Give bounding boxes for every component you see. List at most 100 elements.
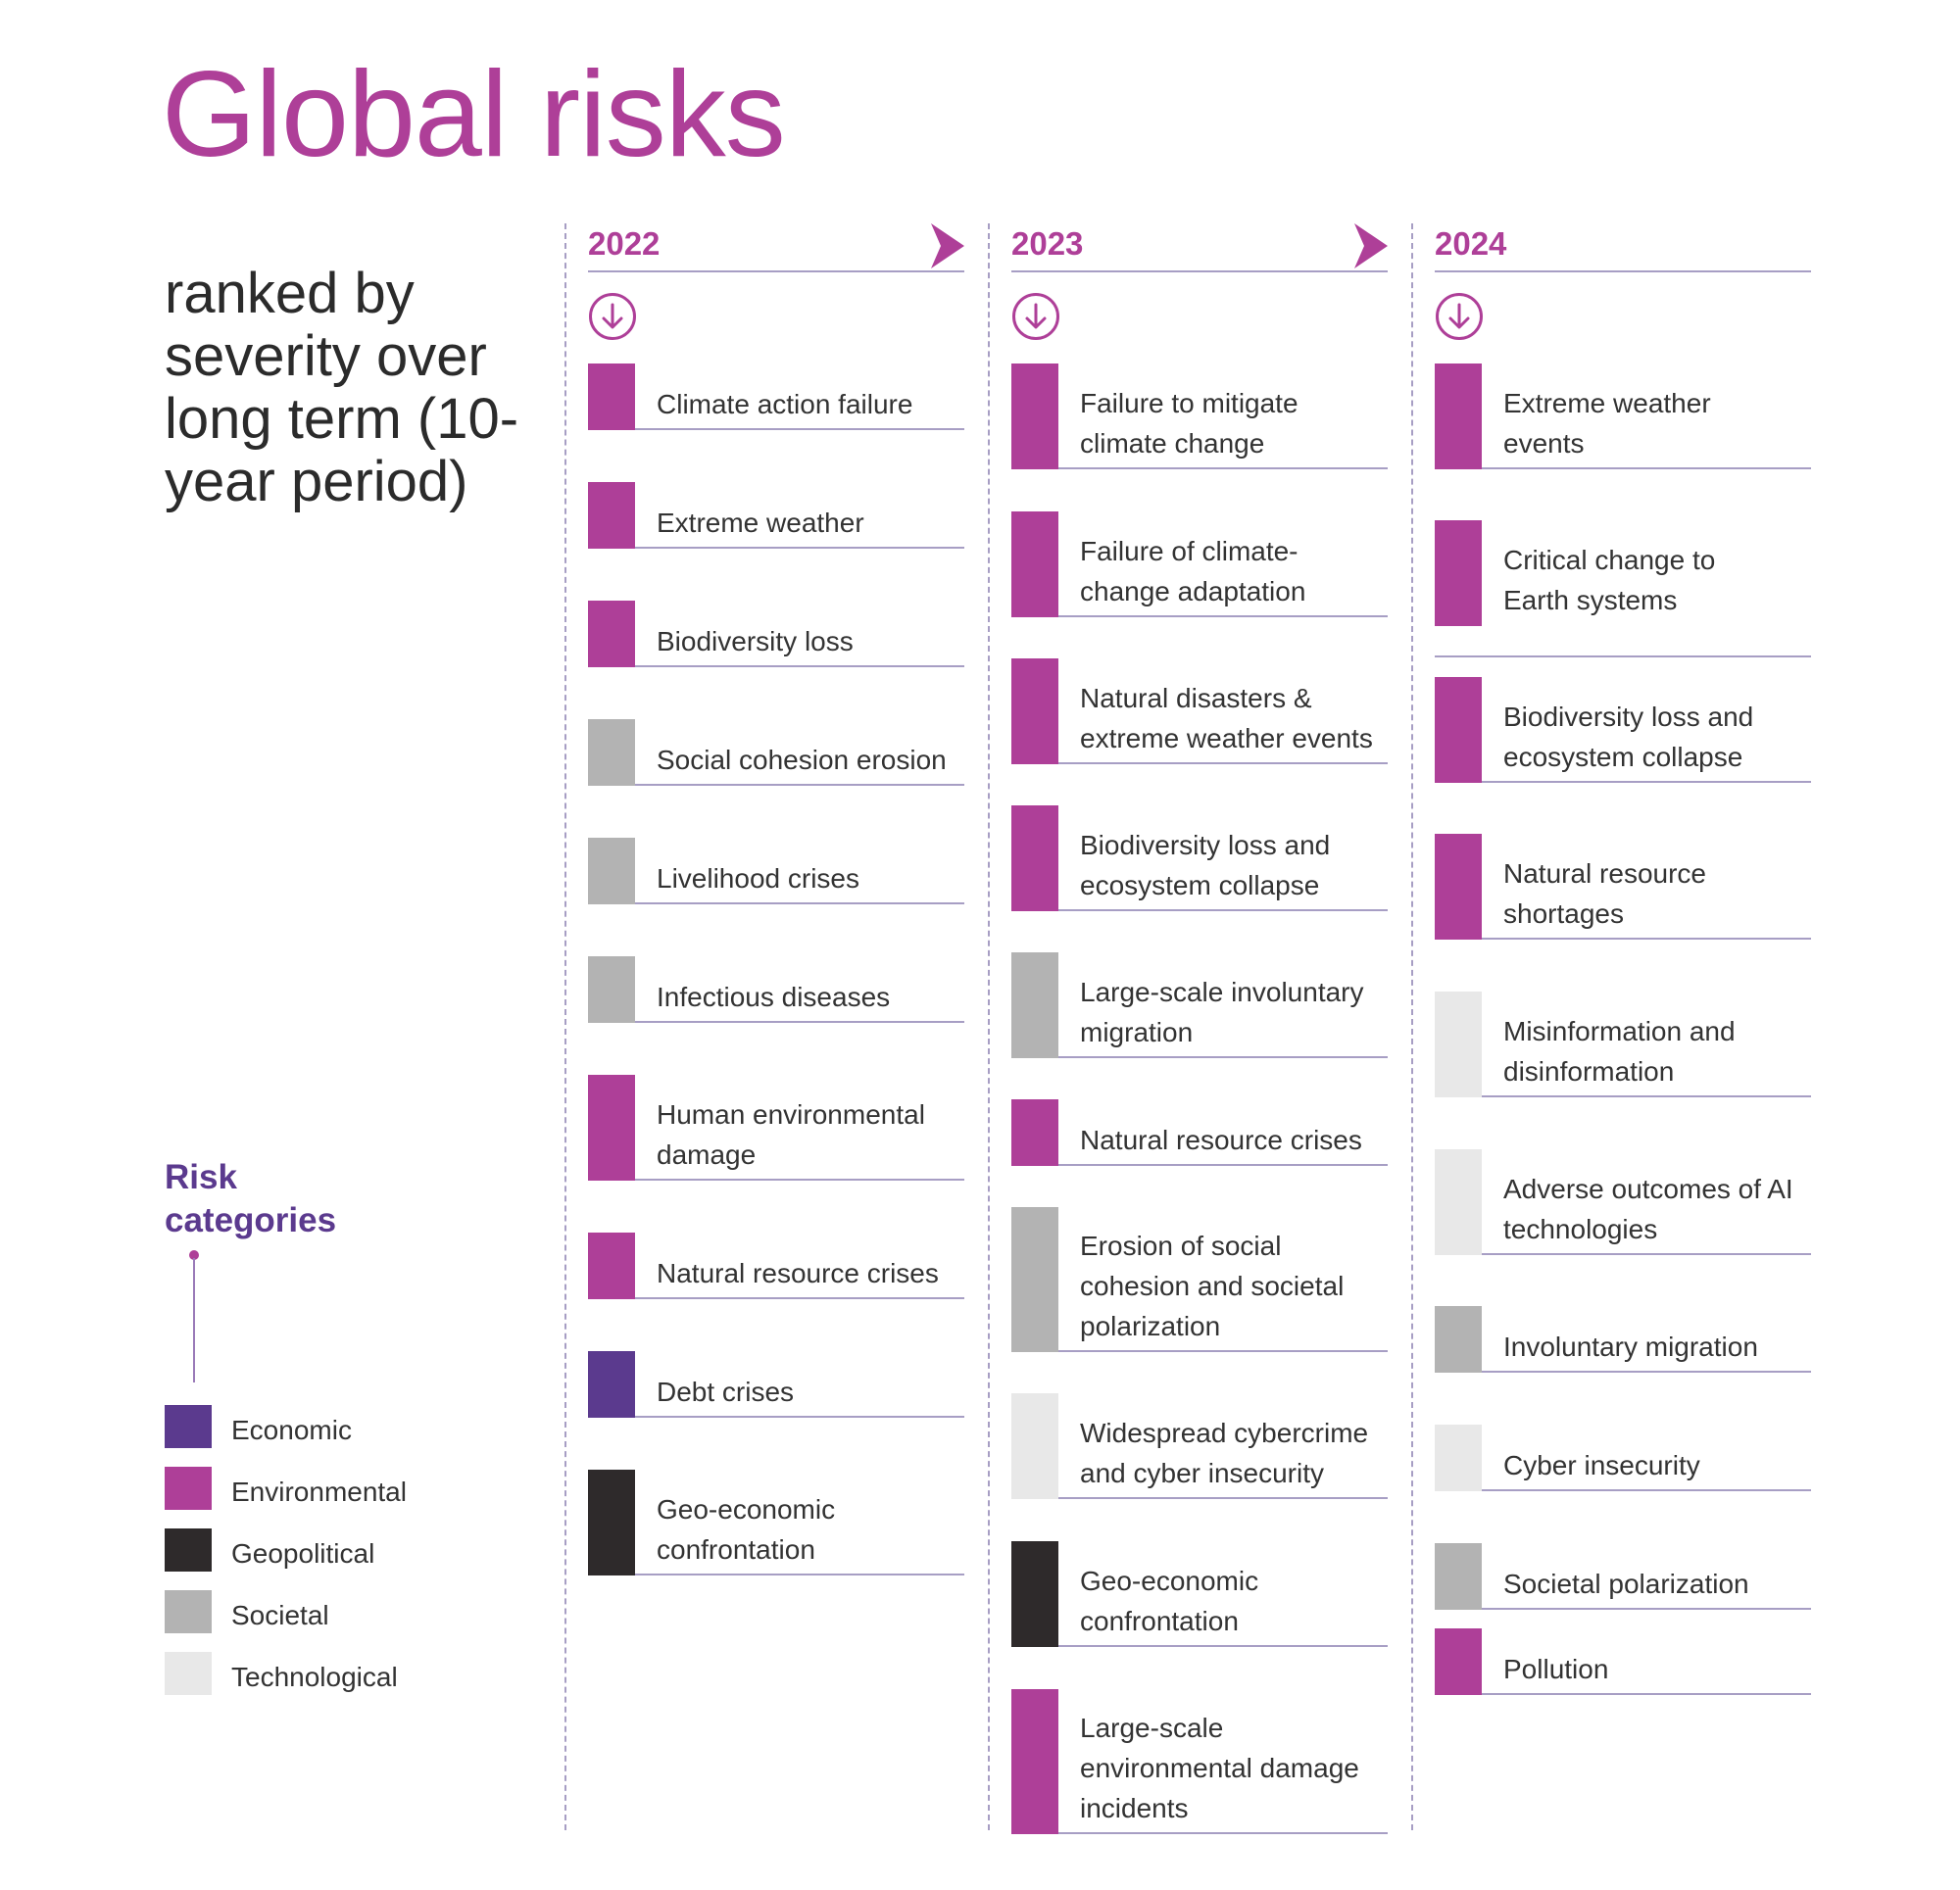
page-title: Global risks — [162, 47, 786, 182]
risk-label: Adverse outcomes of AI technologies — [1503, 1174, 1793, 1244]
column-divider — [988, 223, 990, 1830]
risk-label: Pollution — [1503, 1654, 1609, 1684]
risk-item: Failure of climate-change adaptation — [1011, 511, 1388, 617]
legend-swatch — [165, 1467, 212, 1510]
risk-item: Involuntary migration — [1435, 1306, 1811, 1373]
risk-label: Large-scale environmental damage inciden… — [1080, 1713, 1359, 1823]
risk-label: Erosion of social cohesion and societal … — [1080, 1231, 1345, 1341]
risk-label: Failure of climate-change adaptation — [1080, 536, 1306, 606]
legend-swatch — [165, 1652, 212, 1695]
risk-item: Failure to mitigate climate change — [1011, 363, 1388, 469]
legend-label: Societal — [231, 1600, 329, 1630]
risk-item: Adverse outcomes of AI technologies — [1435, 1149, 1811, 1255]
item-underline — [635, 1297, 964, 1299]
risk-item: Biodiversity loss — [588, 601, 964, 667]
legend-label: Technological — [231, 1662, 398, 1692]
item-underline — [1058, 762, 1388, 764]
risk-label: Livelihood crises — [657, 863, 859, 894]
risk-item: Erosion of social cohesion and societal … — [1011, 1207, 1388, 1352]
category-swatch — [588, 1351, 635, 1418]
risk-item: Livelihood crises — [588, 838, 964, 904]
risk-item: Pollution — [1435, 1628, 1811, 1695]
item-underline — [635, 902, 964, 904]
risk-label: Misinformation and disinformation — [1503, 1016, 1736, 1087]
risk-item: Natural resource shortages — [1435, 834, 1811, 940]
item-underline — [1058, 1350, 1388, 1352]
risk-label: Critical change to Earth systems — [1503, 545, 1716, 615]
legend-label: Geopolitical — [231, 1538, 375, 1569]
header-line — [588, 270, 964, 272]
item-underline — [635, 665, 964, 667]
legend-label: Economic — [231, 1415, 352, 1445]
year-label: 2022 — [588, 225, 661, 262]
risk-item: Extreme weather events — [1435, 363, 1811, 469]
category-swatch — [588, 838, 635, 904]
risk-label: Natural resource crises — [657, 1258, 939, 1288]
risk-item: Infectious diseases — [588, 956, 964, 1023]
risk-label: Natural resource shortages — [1503, 858, 1706, 929]
year-label: 2024 — [1435, 225, 1507, 262]
category-swatch — [1011, 1689, 1058, 1834]
risk-item: Cyber insecurity — [1435, 1425, 1811, 1491]
item-underline — [635, 1574, 964, 1575]
category-swatch — [1435, 1149, 1482, 1255]
year-label: 2023 — [1011, 225, 1084, 262]
category-swatch — [1435, 992, 1482, 1097]
category-swatch — [1011, 511, 1058, 617]
risk-label: Human environmental damage — [657, 1099, 925, 1170]
risk-item: Debt crises — [588, 1351, 964, 1418]
column-header: 2023 — [1011, 223, 1388, 272]
category-swatch — [1011, 1541, 1058, 1647]
item-underline — [1058, 1832, 1388, 1834]
category-swatch — [1435, 1628, 1482, 1695]
risk-label: Extreme weather events — [1503, 388, 1711, 459]
legend-title: Risk categories — [165, 1158, 337, 1239]
arrow-down-circle-icon — [589, 293, 636, 340]
arrow-down-circle-icon — [1012, 293, 1059, 340]
item-underline — [1482, 938, 1811, 940]
category-swatch — [1435, 363, 1482, 469]
legend-swatch — [165, 1405, 212, 1448]
legend-swatch — [165, 1528, 212, 1572]
risk-item: Widespread cybercrime and cyber insecuri… — [1011, 1393, 1388, 1499]
item-underline — [635, 547, 964, 549]
risk-item: Natural disasters & extreme weather even… — [1011, 658, 1388, 764]
risk-item: Large-scale environmental damage inciden… — [1011, 1689, 1388, 1834]
legend-connector-dot — [189, 1250, 199, 1260]
item-underline — [1058, 1056, 1388, 1058]
item-underline — [1482, 1095, 1811, 1097]
header-line — [1011, 270, 1388, 272]
category-swatch — [1011, 1207, 1058, 1352]
category-swatch — [1435, 1425, 1482, 1491]
risk-label: Extreme weather — [657, 508, 864, 538]
item-underline — [635, 1179, 964, 1181]
category-swatch — [1011, 1393, 1058, 1499]
risk-label: Widespread cybercrime and cyber insecuri… — [1080, 1418, 1369, 1488]
column-divider — [1411, 223, 1413, 1830]
item-underline — [1482, 467, 1811, 469]
legend-label: Environmental — [231, 1477, 407, 1507]
risk-item: Misinformation and disinformation — [1435, 992, 1811, 1097]
category-swatch — [588, 1470, 635, 1575]
risk-label: Natural disasters & extreme weather even… — [1080, 683, 1373, 753]
item-underline — [635, 1416, 964, 1418]
risk-label: Geo-economic confrontation — [1080, 1566, 1259, 1636]
category-swatch — [588, 1233, 635, 1299]
category-swatch — [1011, 658, 1058, 764]
item-underline — [1482, 1608, 1811, 1610]
category-swatch — [588, 719, 635, 786]
column-header: 2022 — [588, 223, 964, 272]
item-underline — [1058, 909, 1388, 911]
risk-label: Failure to mitigate climate change — [1080, 388, 1298, 459]
risk-item: Natural resource crises — [588, 1233, 964, 1299]
item-underline — [1482, 1253, 1811, 1255]
column-header: 2024 — [1435, 223, 1811, 272]
risk-label: Large-scale involuntary migration — [1080, 977, 1364, 1047]
item-underline — [635, 428, 964, 430]
separator-line — [1435, 655, 1811, 657]
category-swatch — [1435, 1543, 1482, 1610]
risk-item: Social cohesion erosion — [588, 719, 964, 786]
risk-item: Geo-economic confrontation — [1011, 1541, 1388, 1647]
category-swatch — [1011, 363, 1058, 469]
item-underline — [1482, 1489, 1811, 1491]
